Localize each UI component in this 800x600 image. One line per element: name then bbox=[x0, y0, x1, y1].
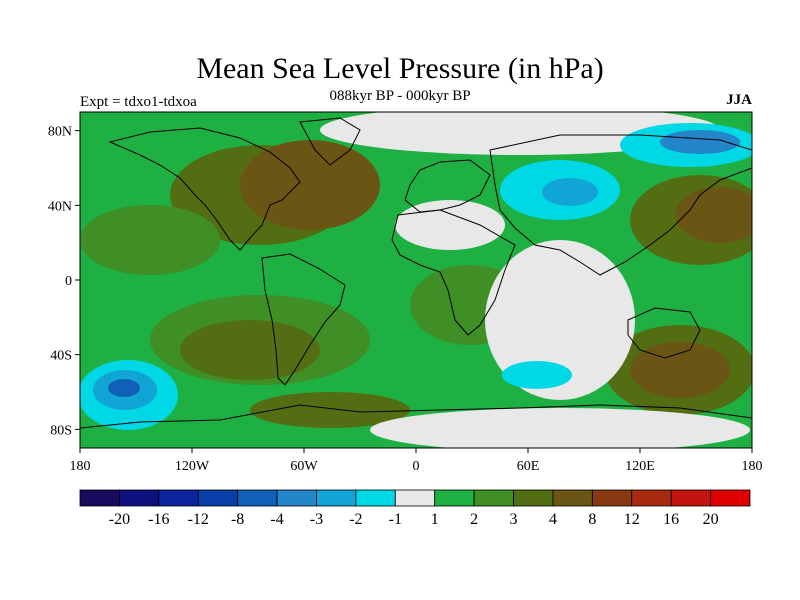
colorbar-label: -16 bbox=[148, 511, 169, 528]
colorbar-label: 20 bbox=[703, 511, 719, 528]
coastline-south-america bbox=[261, 253, 346, 386]
colorbar-label: -20 bbox=[109, 511, 130, 528]
colorbar-swatch bbox=[158, 489, 199, 507]
field-neutral-arctic bbox=[320, 112, 720, 155]
colorbar-label: 2 bbox=[470, 511, 478, 528]
colorbar-swatch bbox=[79, 489, 120, 507]
chart-title: Mean Sea Level Pressure (in hPa) bbox=[196, 52, 604, 85]
colorbar-label: -2 bbox=[349, 511, 362, 528]
coastline-asia bbox=[489, 134, 752, 276]
coastline-africa bbox=[391, 209, 516, 336]
season-label: JJA bbox=[726, 92, 752, 108]
field-low-central-asia-core bbox=[542, 178, 598, 206]
colorbar-swatch bbox=[473, 489, 514, 507]
coastline-antarctica bbox=[80, 404, 752, 429]
field-low-arctic-siberia-core bbox=[660, 130, 740, 154]
coastline-australia bbox=[627, 307, 701, 359]
experiment-label: Expt = tdxo1-tdxoa bbox=[80, 94, 197, 110]
x-axis-ticks: 180 120W 60W 0 60E 120E 180 bbox=[70, 448, 763, 474]
colorbar-swatch bbox=[316, 489, 357, 507]
colorbar-label: 8 bbox=[588, 511, 596, 528]
colorbar-swatch bbox=[237, 489, 278, 507]
field-low-southern-indian bbox=[502, 361, 572, 389]
field-high-australia-core bbox=[630, 342, 730, 398]
y-tick-label: 40N bbox=[48, 199, 72, 214]
y-tick-label: 80S bbox=[50, 423, 72, 438]
colorbar-swatch bbox=[670, 489, 711, 507]
y-axis-ticks: 80N 40N 0 40S 80S bbox=[48, 125, 80, 438]
colorbar-label: -8 bbox=[231, 511, 244, 528]
colorbar-swatch bbox=[394, 489, 436, 507]
colorbar-swatch bbox=[710, 489, 751, 507]
colorbar-swatch bbox=[591, 489, 633, 507]
coastline-north-america bbox=[108, 127, 301, 251]
colorbar-swatch bbox=[552, 489, 593, 507]
y-tick-label: 80N bbox=[48, 125, 72, 140]
colorbar: -20 -16 -12 -8 -4 -3 -2 -1 1 2 3 4 8 12 16 20 bbox=[79, 489, 751, 528]
colorbar-label: 4 bbox=[549, 511, 557, 528]
field-high-southern-ocean bbox=[250, 392, 410, 428]
pressure-field bbox=[80, 112, 752, 448]
colorbar-swatch bbox=[434, 489, 475, 507]
colorbar-swatch bbox=[631, 489, 672, 507]
field-low-south-pacific-core bbox=[108, 379, 140, 397]
colorbar-label: 12 bbox=[624, 511, 640, 528]
field-neutral-indian-ocean bbox=[485, 240, 635, 400]
x-tick-label: 60E bbox=[517, 459, 540, 474]
colorbar-label: -4 bbox=[270, 511, 283, 528]
x-tick-label: 120E bbox=[625, 459, 655, 474]
x-tick-label: 180 bbox=[742, 459, 763, 474]
coastline-greenland bbox=[299, 117, 361, 166]
x-tick-label: 180 bbox=[70, 459, 91, 474]
colorbar-swatch bbox=[513, 489, 554, 507]
field-high-north-atlantic bbox=[240, 140, 380, 230]
y-tick-label: 40S bbox=[50, 349, 72, 364]
colorbar-swatch bbox=[276, 489, 317, 507]
colorbar-label: -3 bbox=[310, 511, 323, 528]
coastlines bbox=[80, 117, 752, 429]
field-high-west-north-pacific-core bbox=[675, 187, 752, 243]
colorbar-label: -1 bbox=[389, 511, 402, 528]
y-tick-label: 0 bbox=[65, 274, 72, 289]
field-neutral-antarctica bbox=[370, 408, 750, 448]
field-high-central-pacific bbox=[80, 205, 220, 275]
colorbar-swatch bbox=[119, 489, 160, 507]
field-high-south-pacific-core bbox=[180, 320, 320, 380]
chart-subtitle: 088kyr BP - 000kyr BP bbox=[329, 88, 471, 104]
x-tick-label: 0 bbox=[413, 459, 420, 474]
colorbar-label: -12 bbox=[188, 511, 209, 528]
x-tick-label: 120W bbox=[175, 459, 210, 474]
colorbar-label: 16 bbox=[663, 511, 679, 528]
x-tick-label: 60W bbox=[290, 459, 318, 474]
colorbar-swatch bbox=[197, 489, 239, 507]
colorbar-label: 3 bbox=[510, 511, 518, 528]
colorbar-swatch bbox=[355, 489, 396, 507]
colorbar-label: 1 bbox=[431, 511, 439, 528]
